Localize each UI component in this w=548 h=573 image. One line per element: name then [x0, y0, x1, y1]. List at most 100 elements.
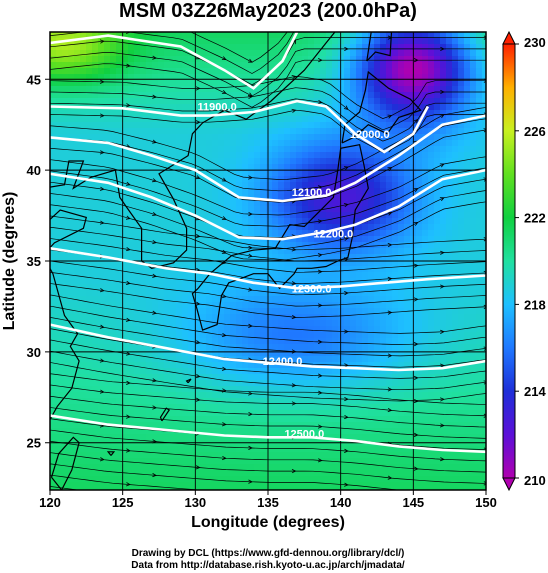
field-cell: [68, 260, 75, 267]
field-cell: [440, 242, 447, 249]
field-cell: [266, 122, 273, 129]
field-cell: [122, 104, 129, 111]
field-cell: [242, 350, 249, 357]
field-cell: [86, 356, 93, 363]
field-cell: [284, 248, 291, 255]
field-cell: [386, 320, 393, 327]
field-cell: [326, 212, 333, 219]
field-cell: [212, 170, 219, 177]
field-cell: [188, 356, 195, 363]
field-cell: [374, 32, 381, 39]
field-cell: [62, 92, 69, 99]
field-cell: [218, 122, 225, 129]
field-cell: [344, 218, 351, 225]
field-cell: [278, 392, 285, 399]
field-cell: [176, 128, 183, 135]
field-cell: [50, 248, 57, 255]
field-cell: [218, 98, 225, 105]
field-cell: [260, 212, 267, 219]
field-cell: [356, 392, 363, 399]
field-cell: [164, 188, 171, 195]
field-cell: [86, 194, 93, 201]
field-cell: [362, 158, 369, 165]
field-cell: [224, 428, 231, 435]
field-cell: [134, 128, 141, 135]
field-cell: [314, 74, 321, 81]
field-cell: [350, 338, 357, 345]
field-cell: [128, 266, 135, 273]
field-cell: [440, 32, 447, 39]
field-cell: [326, 140, 333, 147]
field-cell: [416, 98, 423, 105]
field-cell: [332, 194, 339, 201]
field-cell: [260, 206, 267, 213]
field-cell: [440, 188, 447, 195]
field-cell: [374, 152, 381, 159]
field-cell: [200, 302, 207, 309]
field-cell: [332, 140, 339, 147]
field-cell: [314, 362, 321, 369]
field-cell: [344, 386, 351, 393]
field-cell: [332, 338, 339, 345]
field-cell: [308, 260, 315, 267]
field-cell: [74, 290, 81, 297]
field-cell: [146, 224, 153, 231]
field-cell: [146, 98, 153, 105]
field-cell: [236, 320, 243, 327]
field-cell: [458, 158, 465, 165]
field-cell: [158, 308, 165, 315]
field-cell: [254, 92, 261, 99]
field-cell: [476, 224, 483, 231]
field-cell: [320, 146, 327, 153]
field-cell: [362, 398, 369, 405]
field-cell: [428, 314, 435, 321]
field-cell: [224, 152, 231, 159]
field-cell: [326, 158, 333, 165]
field-cell: [278, 170, 285, 177]
field-cell: [296, 386, 303, 393]
field-cell: [428, 140, 435, 147]
field-cell: [440, 266, 447, 273]
field-cell: [164, 134, 171, 141]
field-cell: [278, 74, 285, 81]
field-cell: [386, 416, 393, 423]
field-cell: [392, 116, 399, 123]
field-cell: [236, 326, 243, 333]
field-cell: [50, 356, 57, 363]
field-cell: [398, 212, 405, 219]
field-cell: [110, 368, 117, 375]
field-cell: [80, 122, 87, 129]
field-cell: [170, 230, 177, 237]
field-cell: [158, 170, 165, 177]
field-cell: [218, 368, 225, 375]
field-cell: [428, 116, 435, 123]
field-cell: [452, 164, 459, 171]
field-cell: [374, 398, 381, 405]
field-cell: [134, 350, 141, 357]
field-cell: [122, 44, 129, 51]
field-cell: [470, 422, 477, 429]
field-cell: [380, 68, 387, 75]
field-cell: [86, 374, 93, 381]
field-cell: [122, 56, 129, 63]
field-cell: [416, 224, 423, 231]
field-cell: [296, 158, 303, 165]
field-cell: [338, 86, 345, 93]
field-cell: [182, 290, 189, 297]
field-cell: [416, 32, 423, 39]
field-cell: [482, 428, 486, 435]
field-cell: [188, 68, 195, 75]
field-cell: [140, 212, 147, 219]
field-cell: [146, 440, 153, 447]
field-cell: [188, 242, 195, 249]
field-cell: [320, 92, 327, 99]
field-cell: [56, 224, 63, 231]
field-cell: [476, 248, 483, 255]
field-cell: [80, 74, 87, 81]
field-cell: [158, 404, 165, 411]
field-cell: [428, 86, 435, 93]
field-cell: [74, 302, 81, 309]
field-cell: [236, 32, 243, 39]
field-cell: [380, 260, 387, 267]
field-cell: [86, 158, 93, 165]
